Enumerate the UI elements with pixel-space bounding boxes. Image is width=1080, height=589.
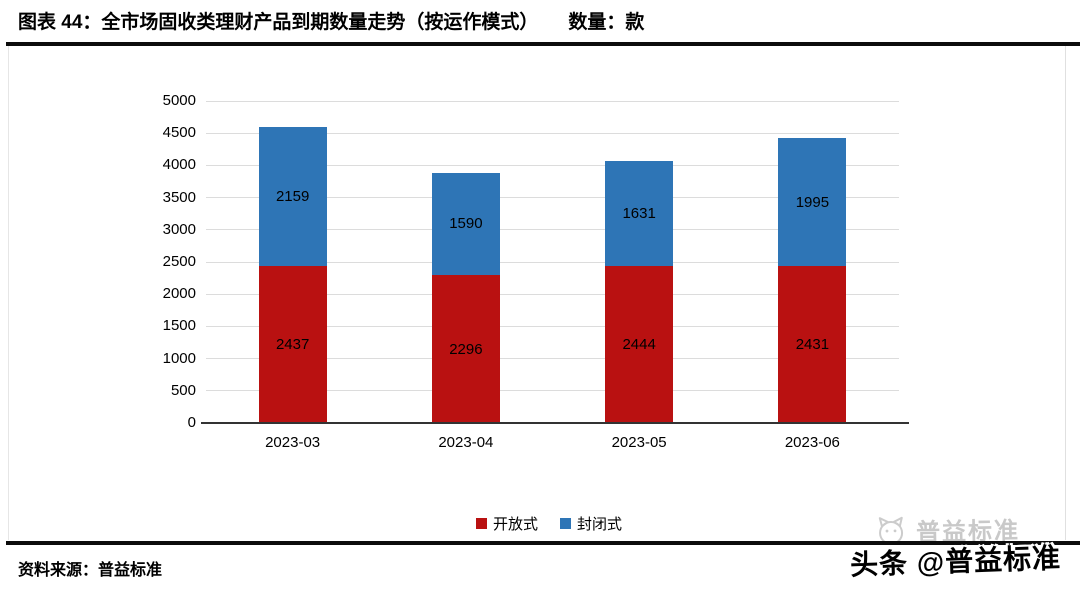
source-label: 资料来源：普益标准 [18,562,163,579]
gridline [206,293,899,295]
y-axis-tick-label: 1500 [162,317,196,335]
bar-segment: 2431 [778,266,847,423]
bar-segment: 2159 [258,127,327,267]
unit-label: 数量：款 [568,12,645,33]
y-axis-tick-label: 4500 [162,124,196,142]
gridline [206,229,899,231]
y-axis-tick-label: 1000 [162,349,196,367]
y-axis-tick-label: 5000 [162,92,196,109]
chart-container: 0 500 1000 1500 2000 2500 3000 3500 4000 4500 5000… [8,46,1066,540]
y-axis-tick-label: 2500 [162,253,196,270]
gridline [206,100,899,102]
gridline [206,358,899,360]
x-axis-label: 2023-05 [611,434,667,451]
bar-value-label: 2159 [275,188,310,206]
bar-segment: 2444 [605,265,674,423]
bar-value-label: 1590 [449,215,483,233]
bar-segment: 2296 [431,275,500,423]
legend-label-open: 开放式 [492,516,538,533]
y-axis-tick-label: 2000 [162,285,196,303]
legend-item-open: 开放式 [475,513,538,534]
page-title: 图表 44：全市场固收类理财产品到期数量走势（按运作模式） [18,12,539,33]
y-axis-tick-label: 0 [187,414,196,431]
gridline [206,132,899,134]
footer-divider [6,541,1080,545]
bar-value-label: 2437 [275,336,310,354]
x-axis-line [201,422,909,424]
legend: 开放式 封闭式 [214,513,884,534]
legend-label-closed: 封闭式 [577,516,623,533]
bar-value-label: 2296 [449,340,483,358]
x-axis-label: 2023-06 [784,434,840,451]
y-axis-tick-label: 4000 [162,156,196,174]
legend-swatch-open-icon [475,518,487,529]
gridline [206,325,899,327]
legend-item-closed: 封闭式 [560,513,622,534]
bar-segment: 1590 [431,172,500,276]
y-axis-tick-label: 3500 [162,188,196,206]
bar-segment: 1631 [605,160,674,266]
figure-title-row: 图表 44：全市场固收类理财产品到期数量走势（按运作模式） 数量：款 [18,7,1068,34]
gridline [206,197,899,199]
bar-segment: 2437 [258,266,327,423]
bar-value-label: 1995 [795,193,830,211]
bar-value-label: 2444 [622,335,656,353]
plot-area: 0 500 1000 1500 2000 2500 3000 3500 4000 4500 5000… [9,46,1065,540]
bar-value-label: 1631 [622,204,656,222]
y-axis-tick-label: 500 [170,381,196,399]
x-axis-label: 2023-03 [265,434,321,451]
gridline [206,261,899,263]
bar-segment: 1995 [778,137,847,267]
gridline [206,390,899,392]
legend-swatch-closed-icon [560,518,571,529]
y-axis-tick-label: 3000 [162,220,196,238]
title-divider [6,42,1080,46]
bar-value-label: 2431 [795,336,830,354]
toutiao-watermark: 头条 @普益标准 [849,542,1062,581]
gridline [206,164,899,166]
x-axis-label: 2023-04 [438,434,494,451]
